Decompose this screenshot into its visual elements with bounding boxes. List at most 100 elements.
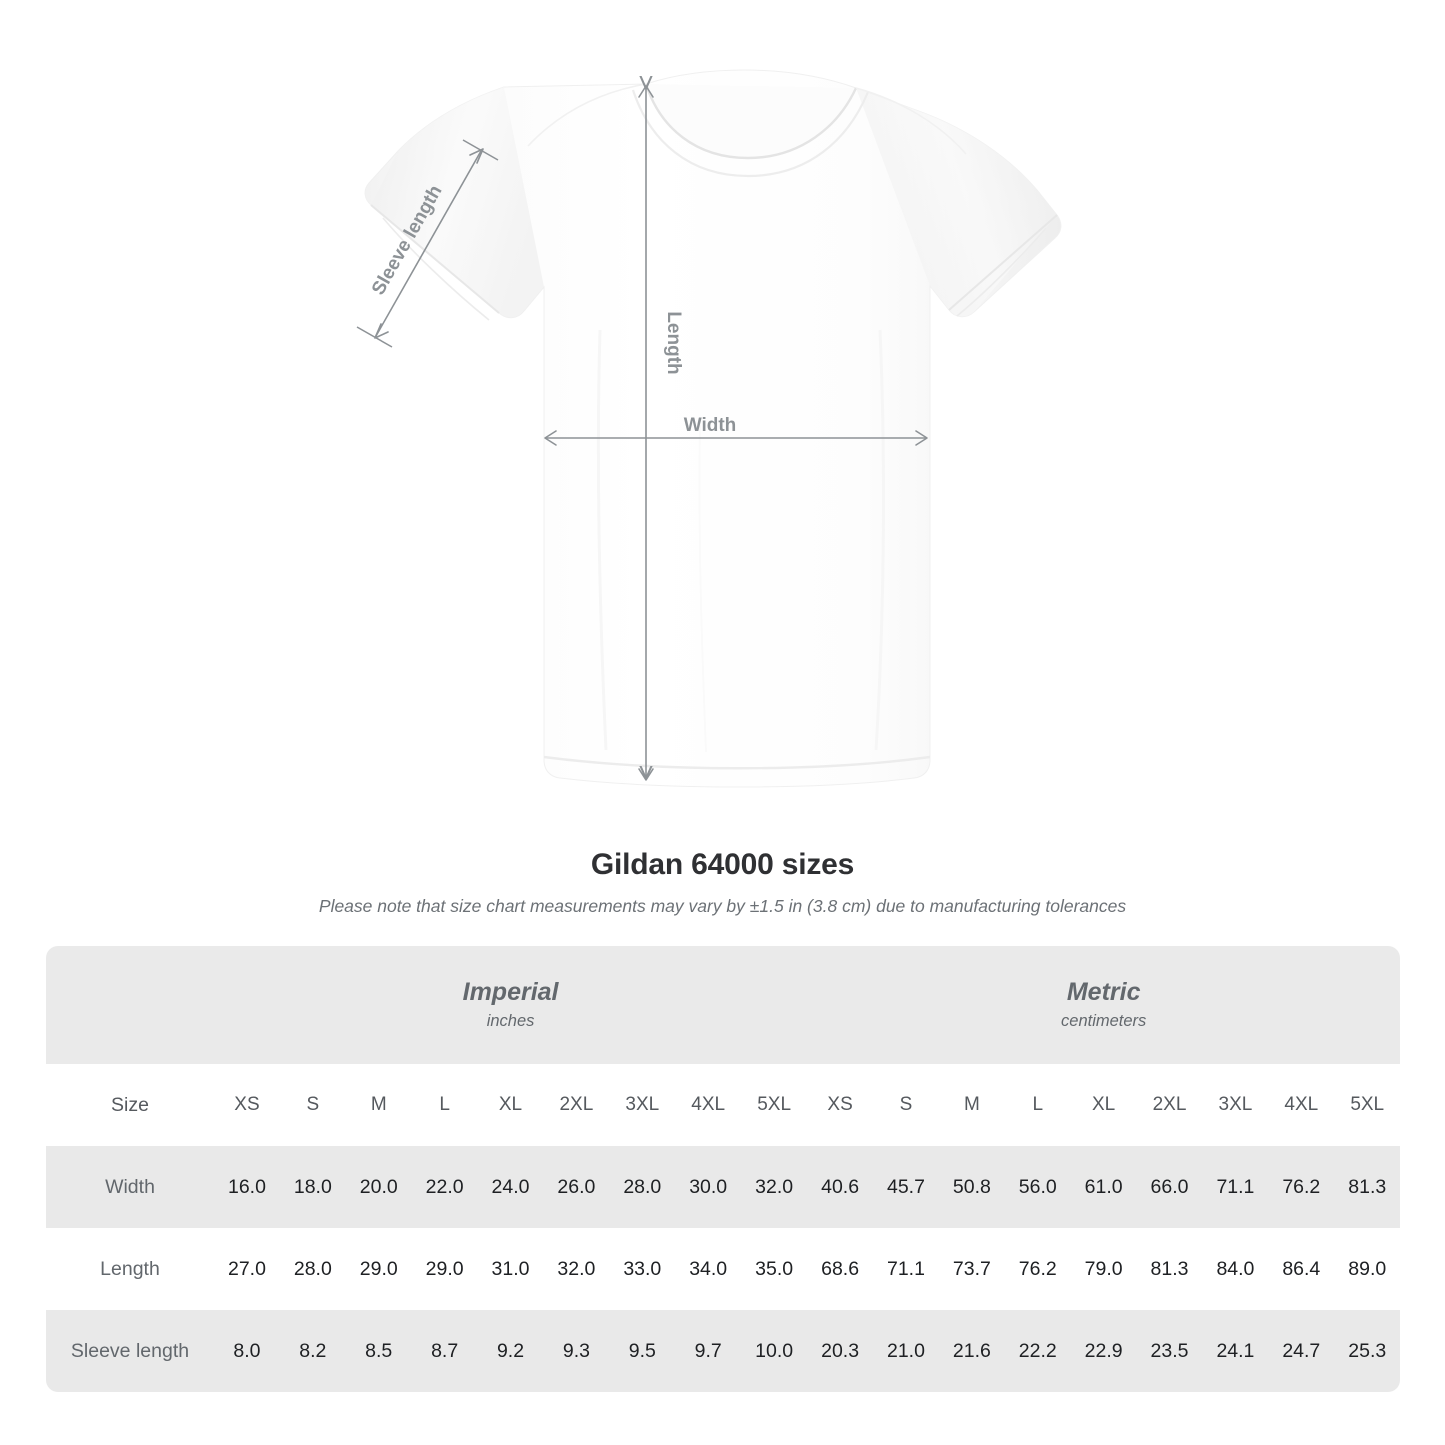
cell-width-imperial-2xl: 26.0 — [543, 1146, 610, 1228]
size-header-row: Size XS S M L XL 2XL 3XL 4XL 5XL XS S M … — [46, 1064, 1401, 1146]
cell-width-imperial-5xl: 32.0 — [741, 1146, 808, 1228]
cell-sleeve-imperial-4xl: 9.7 — [675, 1310, 742, 1392]
size-header-imperial-3xl: 3XL — [609, 1064, 676, 1146]
shirt-body-shape — [364, 69, 1062, 788]
size-header-metric-xl: XL — [1070, 1064, 1137, 1146]
table-row-sleeve-length: Sleeve length 8.0 8.2 8.5 8.7 9.2 9.3 9.… — [46, 1310, 1401, 1392]
size-header-metric-5xl: 5XL — [1334, 1064, 1401, 1146]
cell-sleeve-metric-3xl: 24.1 — [1202, 1310, 1269, 1392]
size-header-metric-s: S — [873, 1064, 939, 1146]
cell-width-imperial-l: 22.0 — [411, 1146, 478, 1228]
size-chart-table: Imperial inches Metric centimeters Size … — [46, 946, 1401, 1392]
unit-sub-imperial: inches — [486, 1012, 535, 1031]
table-row-width: Width 16.0 18.0 20.0 22.0 24.0 26.0 28.0… — [46, 1146, 1401, 1228]
cell-width-metric-4xl: 76.2 — [1268, 1146, 1335, 1228]
cell-sleeve-metric-s: 21.0 — [873, 1310, 939, 1392]
size-header-imperial-m: M — [345, 1064, 412, 1146]
cell-width-metric-3xl: 71.1 — [1202, 1146, 1269, 1228]
size-header-imperial-xs: XS — [214, 1064, 280, 1146]
row-label-width: Width — [46, 1146, 214, 1228]
cell-width-imperial-4xl: 30.0 — [675, 1146, 742, 1228]
cell-sleeve-imperial-5xl: 10.0 — [741, 1310, 808, 1392]
size-header-imperial-4xl: 4XL — [675, 1064, 742, 1146]
unit-banner-row: Imperial inches Metric centimeters — [46, 946, 1401, 1064]
cell-sleeve-metric-2xl: 23.5 — [1136, 1310, 1203, 1392]
cell-width-metric-m: 50.8 — [938, 1146, 1005, 1228]
cell-width-imperial-m: 20.0 — [345, 1146, 412, 1228]
cell-length-imperial-4xl: 34.0 — [675, 1228, 742, 1310]
width-arrow — [544, 430, 928, 446]
length-arrow — [638, 86, 654, 781]
cell-sleeve-imperial-s: 8.2 — [279, 1310, 346, 1392]
size-header-metric-xs: XS — [807, 1064, 874, 1146]
cell-width-metric-xs: 40.6 — [807, 1146, 874, 1228]
unit-name-imperial: Imperial — [462, 977, 559, 1006]
size-header-metric-4xl: 4XL — [1268, 1064, 1335, 1146]
cell-sleeve-metric-5xl: 25.3 — [1334, 1310, 1401, 1392]
size-header-label: Size — [46, 1064, 214, 1146]
size-header-imperial-5xl: 5XL — [741, 1064, 808, 1146]
size-header-imperial-xl: XL — [477, 1064, 544, 1146]
cell-length-metric-m: 73.7 — [938, 1228, 1005, 1310]
unit-sub-metric: centimeters — [1061, 1012, 1147, 1031]
cell-length-metric-3xl: 84.0 — [1202, 1228, 1269, 1310]
cell-sleeve-metric-xl: 22.9 — [1070, 1310, 1137, 1392]
unit-banner-spacer — [46, 946, 214, 1064]
cell-sleeve-imperial-l: 8.7 — [411, 1310, 478, 1392]
cell-sleeve-metric-4xl: 24.7 — [1268, 1310, 1335, 1392]
cell-width-metric-2xl: 66.0 — [1136, 1146, 1203, 1228]
size-header-imperial-l: L — [411, 1064, 478, 1146]
cell-width-metric-xl: 61.0 — [1070, 1146, 1137, 1228]
cell-sleeve-imperial-xs: 8.0 — [214, 1310, 280, 1392]
row-label-length: Length — [46, 1228, 214, 1310]
cell-length-metric-l: 76.2 — [1004, 1228, 1071, 1310]
cell-length-metric-xs: 68.6 — [807, 1228, 874, 1310]
sleeve-length-arrow — [356, 139, 499, 348]
page-title: Gildan 64000 sizes — [590, 848, 855, 881]
cell-length-imperial-l: 29.0 — [411, 1228, 478, 1310]
cell-sleeve-imperial-xl: 9.2 — [477, 1310, 544, 1392]
cell-length-metric-4xl: 86.4 — [1268, 1228, 1335, 1310]
tolerance-note: Please note that size chart measurements… — [318, 896, 1127, 916]
cell-width-imperial-3xl: 28.0 — [609, 1146, 676, 1228]
cell-length-imperial-xl: 31.0 — [477, 1228, 544, 1310]
unit-banner-metric: Metric centimeters — [807, 946, 1401, 1064]
tshirt-illustration: Sleeve length Length Width — [356, 69, 1062, 788]
tshirt-diagram-svg: Sleeve length Length Width — [356, 69, 1062, 788]
size-header-metric-l: L — [1004, 1064, 1071, 1146]
cell-sleeve-metric-l: 22.2 — [1004, 1310, 1071, 1392]
cell-length-metric-s: 71.1 — [873, 1228, 939, 1310]
cell-width-metric-l: 56.0 — [1004, 1146, 1071, 1228]
cell-width-metric-5xl: 81.3 — [1334, 1146, 1401, 1228]
cell-length-metric-xl: 79.0 — [1070, 1228, 1137, 1310]
size-header-imperial-2xl: 2XL — [543, 1064, 610, 1146]
size-header-imperial-s: S — [279, 1064, 346, 1146]
size-header-metric-3xl: 3XL — [1202, 1064, 1269, 1146]
size-header-metric-m: M — [938, 1064, 1005, 1146]
cell-length-imperial-m: 29.0 — [345, 1228, 412, 1310]
cell-length-imperial-xs: 27.0 — [214, 1228, 280, 1310]
table-row-length: Length 27.0 28.0 29.0 29.0 31.0 32.0 33.… — [46, 1228, 1401, 1310]
cell-length-metric-2xl: 81.3 — [1136, 1228, 1203, 1310]
length-label: Length — [663, 311, 684, 374]
cell-length-imperial-3xl: 33.0 — [609, 1228, 676, 1310]
cell-sleeve-imperial-m: 8.5 — [345, 1310, 412, 1392]
cell-width-metric-s: 45.7 — [873, 1146, 939, 1228]
width-label: Width — [684, 415, 737, 436]
cell-length-metric-5xl: 89.0 — [1334, 1228, 1401, 1310]
size-header-metric-2xl: 2XL — [1136, 1064, 1203, 1146]
cell-sleeve-imperial-3xl: 9.5 — [609, 1310, 676, 1392]
cell-length-imperial-5xl: 35.0 — [741, 1228, 808, 1310]
cell-sleeve-metric-xs: 20.3 — [807, 1310, 874, 1392]
row-label-sleeve-length: Sleeve length — [46, 1310, 214, 1392]
cell-length-imperial-s: 28.0 — [279, 1228, 346, 1310]
unit-banner-imperial: Imperial inches — [214, 946, 808, 1064]
cell-width-imperial-s: 18.0 — [279, 1146, 346, 1228]
cell-width-imperial-xl: 24.0 — [477, 1146, 544, 1228]
cell-sleeve-imperial-2xl: 9.3 — [543, 1310, 610, 1392]
cell-sleeve-metric-m: 21.6 — [938, 1310, 1005, 1392]
cell-width-imperial-xs: 16.0 — [214, 1146, 280, 1228]
unit-name-metric: Metric — [1066, 977, 1141, 1006]
cell-length-imperial-2xl: 32.0 — [543, 1228, 610, 1310]
